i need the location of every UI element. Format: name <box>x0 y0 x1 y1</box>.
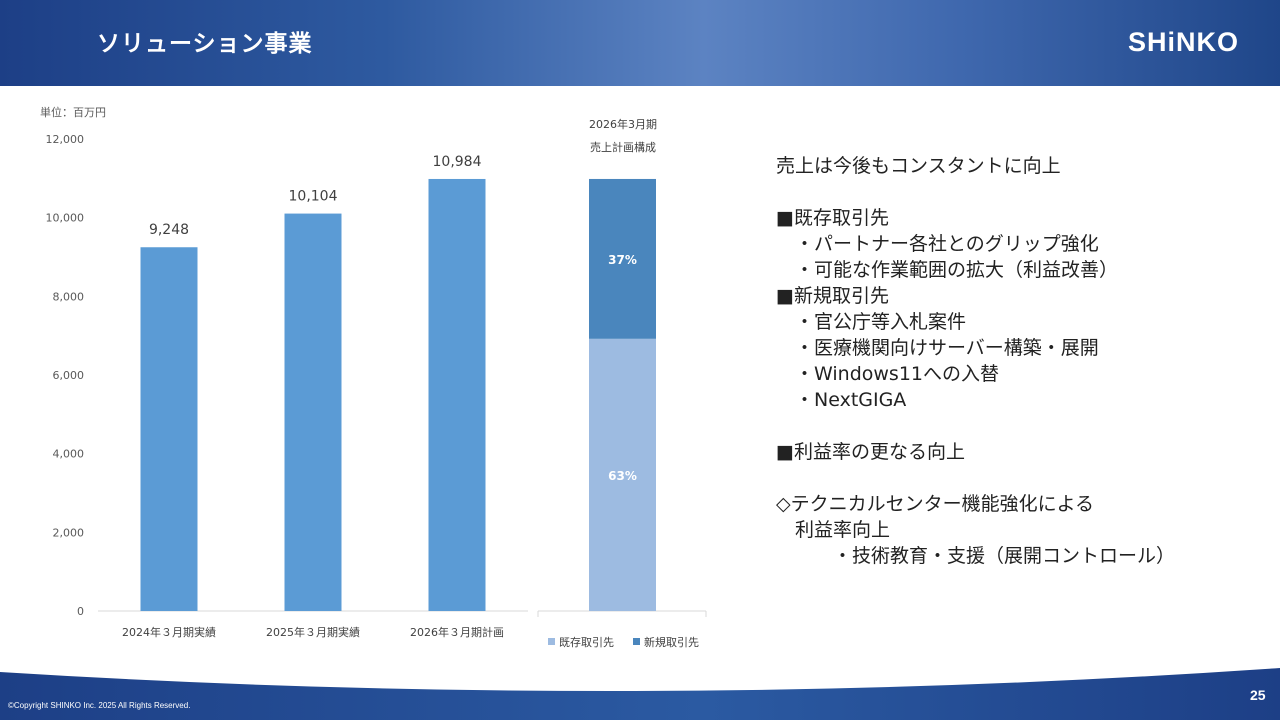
bar-value-label: 10,104 <box>289 189 338 205</box>
text-line <box>776 465 1175 491</box>
x-tick-label: 2025年３月期実績 <box>266 625 360 639</box>
y-tick-label: 0 <box>77 605 84 618</box>
copyright-text: ©Copyright SHINKO Inc. 2025 All Rights R… <box>8 701 191 710</box>
y-tick-label: 12,000 <box>46 133 85 146</box>
y-tick-label: 4,000 <box>53 448 85 461</box>
legend-swatch <box>633 638 640 645</box>
bar <box>428 178 486 612</box>
y-tick-label: 10,000 <box>46 212 85 225</box>
y-tick-label: 2,000 <box>53 526 85 539</box>
legend-label: 既存取引先 <box>559 635 614 649</box>
y-tick-label: 8,000 <box>53 290 85 303</box>
bar-value-label: 10,984 <box>433 154 482 170</box>
bar-value-label: 9,248 <box>149 222 189 238</box>
text-line: ・Windows11への入替 <box>776 363 999 385</box>
footer-bar <box>0 668 1280 720</box>
header-bar: ソリューション事業 SHiNKO <box>0 0 1280 86</box>
text-line: ◇テクニカルセンター機能強化による <box>776 493 1095 515</box>
page-title: ソリューション事業 <box>97 31 313 57</box>
text-line: 売上は今後もコンスタントに向上 <box>776 155 1061 177</box>
legend-label: 新規取引先 <box>644 635 699 649</box>
bar <box>284 213 342 612</box>
chart-area: 単位：百万円 0 2,000 4,000 6,000 8,000 10,000 12,000 9… <box>40 105 707 649</box>
x-tick-label: 2026年３月期計画 <box>410 625 504 639</box>
text-line <box>776 179 1175 205</box>
stack-segment <box>589 178 656 339</box>
stack-segment-label: 63% <box>608 469 637 483</box>
text-line: ・官公庁等入札案件 <box>776 311 967 333</box>
stack-title-line: 2026年3月期 <box>589 117 657 131</box>
text-line: ■新規取引先 <box>776 285 889 307</box>
stack-title-line: 売上計画構成 <box>590 140 656 154</box>
company-logo: SHiNKO <box>1128 27 1240 57</box>
stack-segment <box>589 338 656 611</box>
y-tick-label: 6,000 <box>53 369 85 382</box>
text-line <box>776 413 1175 439</box>
text-line: ■既存取引先 <box>776 207 889 229</box>
text-line: ・パートナー各社とのグリップ強化 <box>776 233 1099 255</box>
text-line: ・NextGIGA <box>776 389 907 411</box>
text-line: 利益率向上 <box>776 519 891 541</box>
unit-label: 単位：百万円 <box>40 105 106 119</box>
stack-segment-label: 37% <box>608 253 637 267</box>
text-line: ・技術教育・支援（展開コントロール） <box>776 545 1176 567</box>
text-line: ・医療機関向けサーバー構築・展開 <box>776 337 1099 359</box>
page-number: 25 <box>1250 687 1266 703</box>
text-line: ・可能な作業範囲の拡大（利益改善） <box>776 259 1119 281</box>
x-tick-label: 2024年３月期実績 <box>122 625 216 639</box>
bar <box>140 247 198 611</box>
text-line: ■利益率の更なる向上 <box>776 441 965 463</box>
text-panel: 売上は今後もコンスタントに向上 ■既存取引先 ・パートナー各社とのグリップ強化 … <box>776 153 1175 569</box>
legend-swatch <box>548 638 555 645</box>
